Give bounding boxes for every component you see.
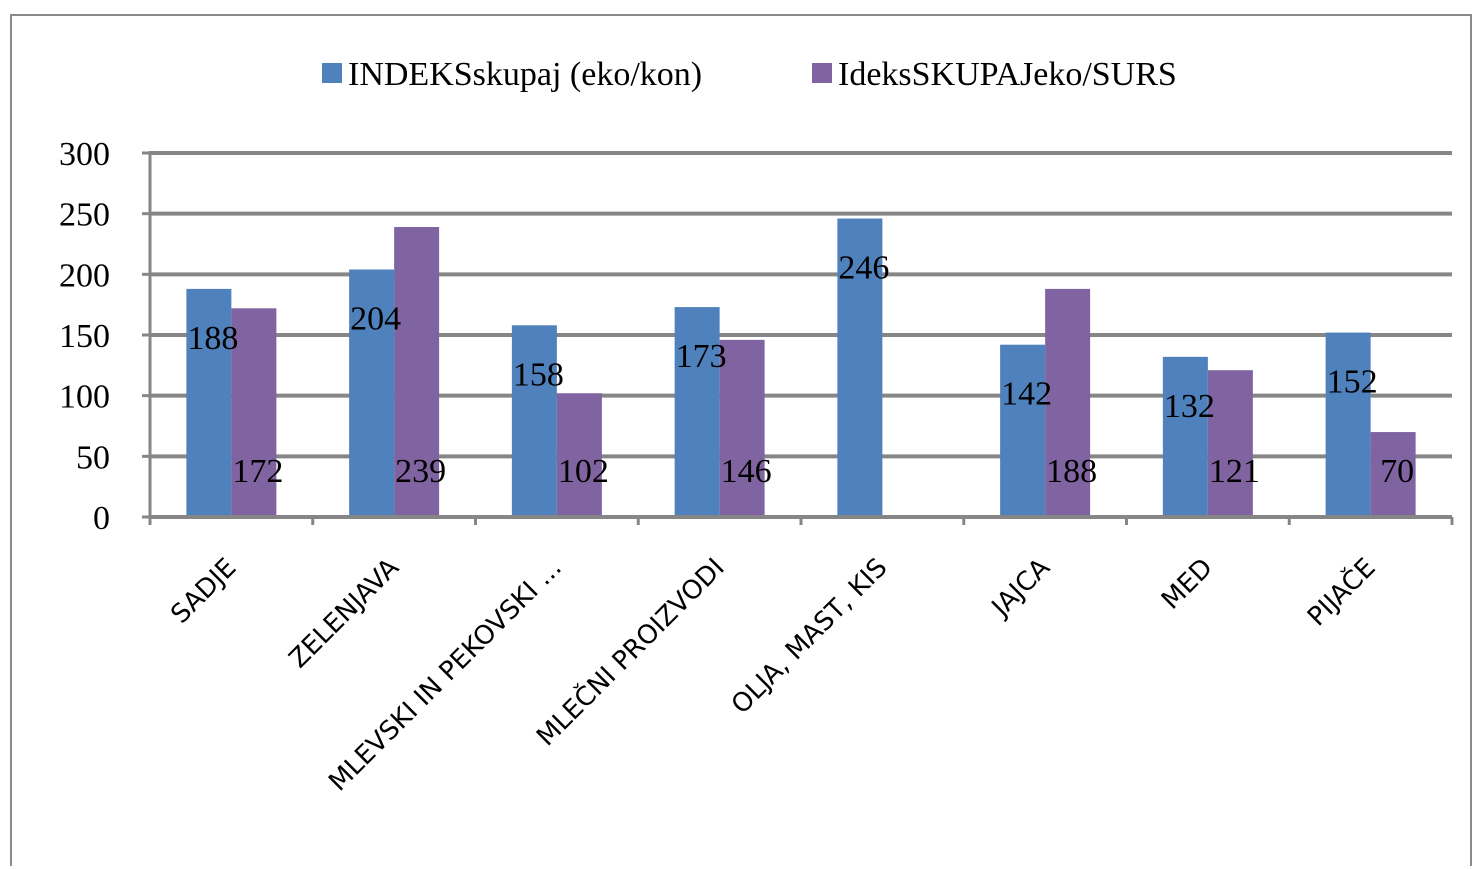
bar-series-2: [1370, 432, 1416, 517]
x-tick-label: PIJAČE: [1301, 551, 1382, 632]
data-label-series-1: 152: [1327, 364, 1378, 401]
bar-series-1: [186, 288, 232, 517]
y-tick-label: 50: [76, 439, 110, 476]
data-label-series-1: 158: [513, 356, 564, 393]
legend: INDEKSskupaj (eko/kon) IdeksSKUPAJeko/SUR…: [322, 56, 1177, 93]
bar-series-2: [394, 227, 440, 517]
legend-swatch: [812, 63, 832, 83]
data-label-series-1: 188: [187, 320, 238, 357]
data-label-series-2: 146: [721, 453, 772, 490]
data-label-series-1: 246: [838, 250, 889, 287]
bars: [186, 218, 1416, 517]
y-tick-label: 0: [93, 500, 110, 537]
bar-series-1: [1162, 356, 1208, 517]
data-label-series-1: 132: [1164, 388, 1215, 425]
data-label-series-1: 204: [350, 300, 401, 337]
data-labels: 188 172 204 239 158 102 173 146 246 142 188 132 121 1…: [187, 250, 1414, 490]
bar-series-1: [674, 307, 720, 517]
bar-series-2: [1207, 370, 1253, 517]
bar-series-2: [719, 339, 765, 517]
data-label-series-2: 102: [558, 453, 609, 490]
bar-series-1: [1000, 344, 1046, 517]
legend-label: INDEKSskupaj (eko/kon): [348, 56, 702, 93]
y-axis-ticks: 0 50 100 150 200 250 300: [59, 136, 110, 537]
data-label-series-2: 70: [1380, 453, 1414, 490]
gridlines: [150, 151, 1452, 459]
bar-series-2: [231, 308, 277, 517]
bar-series-1: [837, 218, 883, 517]
x-tick-label: OLJA, MAST, KIS: [726, 553, 893, 720]
data-label-series-2: 121: [1209, 453, 1260, 490]
data-label-series-1: 142: [1001, 376, 1052, 413]
bar-series-1: [1325, 332, 1371, 517]
y-tick-label: 300: [59, 136, 110, 173]
bar-series-1: [349, 269, 395, 517]
bar-series-2: [556, 393, 602, 517]
x-tick-label: SADJE: [165, 553, 242, 630]
chart-frame: [10, 14, 1472, 866]
bar-series-1: [511, 325, 557, 517]
data-label-series-1: 173: [676, 338, 727, 375]
bar-series-2: [1045, 288, 1091, 517]
y-tick-label: 200: [59, 257, 110, 294]
legend-label: IdeksSKUPAJeko/SURS: [838, 56, 1177, 93]
y-tick-label: 250: [59, 197, 110, 234]
data-label-series-2: 188: [1046, 453, 1097, 490]
axes: [142, 151, 1454, 525]
y-tick-label: 150: [59, 318, 110, 355]
data-label-series-2: 172: [232, 453, 283, 490]
legend-swatch: [322, 63, 342, 83]
x-tick-label: MED: [1156, 553, 1219, 616]
x-tick-label: JAJCA: [985, 553, 1056, 624]
data-label-series-2: 239: [395, 453, 446, 490]
x-tick-label: ZELENJAVA: [284, 553, 406, 675]
y-tick-label: 100: [59, 379, 110, 416]
